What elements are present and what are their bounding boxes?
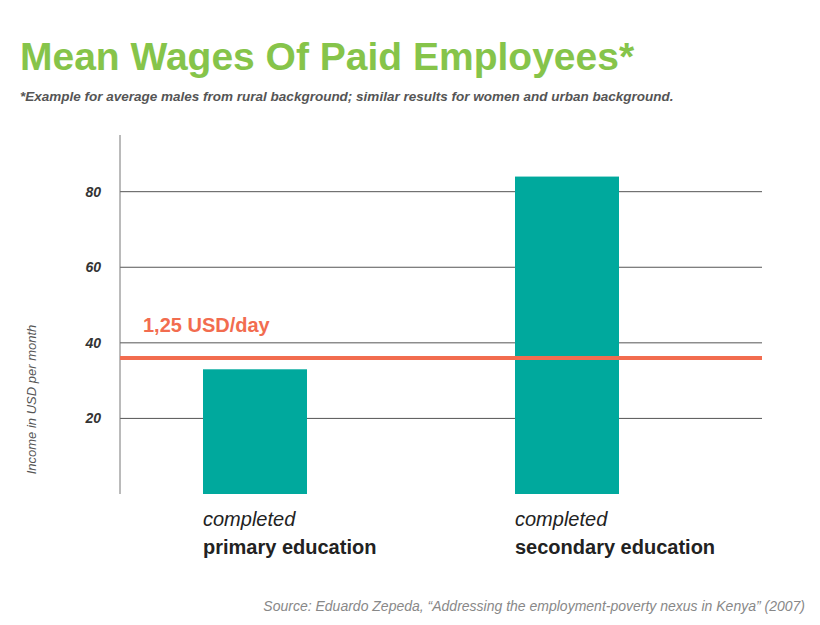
category-label-part: primary education bbox=[203, 536, 376, 558]
category-label-part: completed bbox=[203, 508, 296, 530]
tick-label: 20 bbox=[84, 410, 101, 426]
y-axis-label: Income in USD per month bbox=[24, 325, 39, 475]
tick-label: 40 bbox=[84, 335, 101, 351]
category-label-part: completed bbox=[515, 508, 608, 530]
bar bbox=[203, 369, 307, 494]
y-axis bbox=[120, 135, 121, 494]
grid-line bbox=[120, 342, 762, 343]
tick-label: 60 bbox=[85, 259, 101, 275]
reference-line bbox=[120, 356, 762, 360]
chart: Mean Wages Of Paid Employees* *Example fo… bbox=[0, 0, 820, 625]
category-label: completed secondary education bbox=[515, 508, 715, 558]
title: Mean Wages Of Paid Employees* bbox=[20, 35, 635, 78]
grid-line bbox=[120, 191, 762, 192]
subtitle: *Example for average males from rural ba… bbox=[20, 89, 673, 104]
bar bbox=[515, 177, 619, 494]
category-label-part: secondary education bbox=[515, 536, 715, 558]
tick-label: 80 bbox=[85, 184, 101, 200]
marks bbox=[120, 177, 762, 494]
category-label: completed primary education bbox=[203, 508, 376, 558]
reference-label: 1,25 USD/day bbox=[143, 314, 271, 336]
background bbox=[0, 0, 820, 625]
source: Source: Eduardo Zepeda, “Addressing the … bbox=[263, 598, 805, 614]
grid-line bbox=[120, 267, 762, 268]
